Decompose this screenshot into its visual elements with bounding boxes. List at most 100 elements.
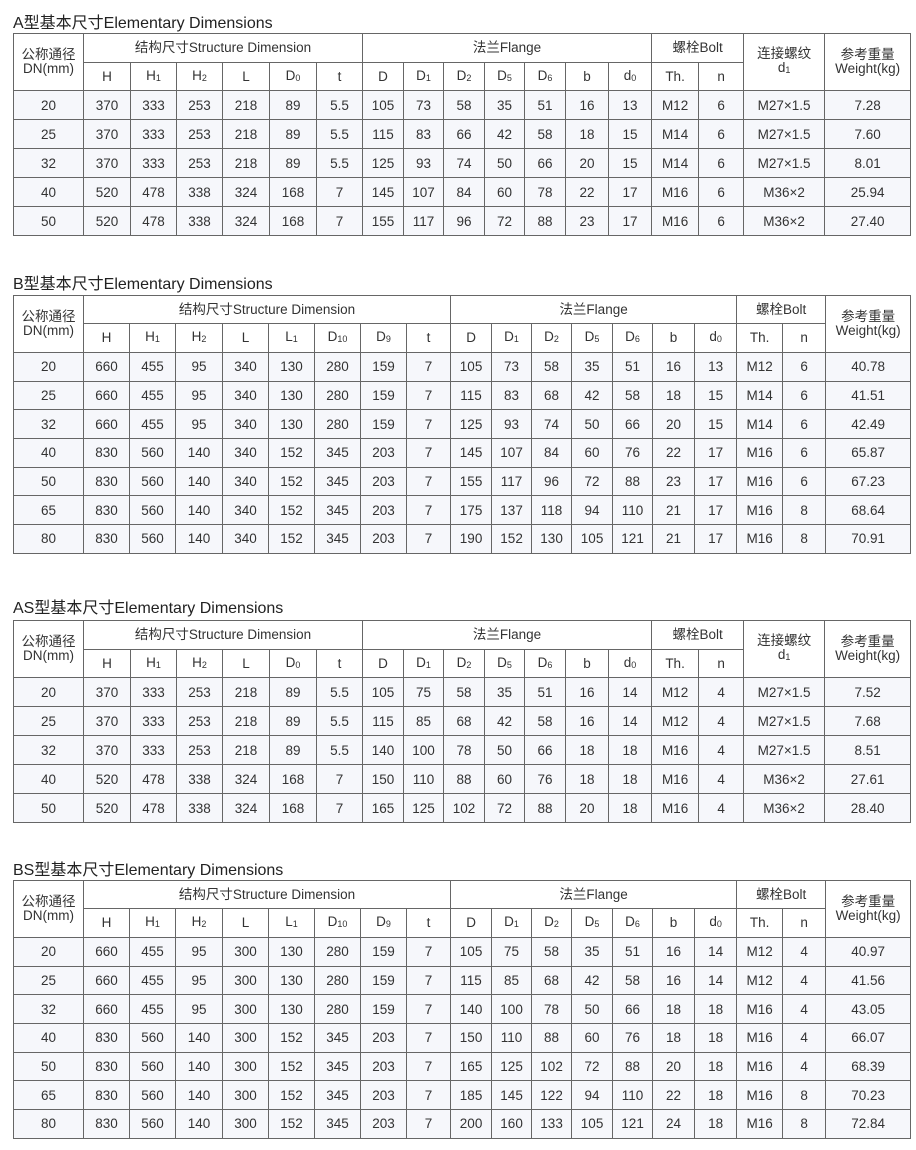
value-cell: 520	[83, 177, 131, 207]
value-cell: 66	[524, 148, 567, 178]
value-cell: 89	[269, 90, 317, 120]
column-header: D10	[314, 908, 361, 938]
value-cell: 660	[83, 937, 130, 967]
value-cell: 107	[491, 438, 533, 468]
value-cell: 7	[405, 524, 452, 554]
value-cell: 560	[129, 438, 176, 468]
dn-cell: 32	[13, 735, 84, 765]
value-cell: 168	[269, 793, 317, 823]
value-cell: 65.87	[825, 438, 912, 468]
value-cell: 121	[612, 1109, 654, 1139]
value-cell: 7	[315, 177, 364, 207]
dn-cell: 25	[13, 380, 84, 411]
value-cell: 4	[698, 735, 745, 765]
value-cell: M14	[651, 148, 700, 178]
value-cell: 60	[484, 177, 526, 207]
value-cell: 16	[652, 937, 696, 967]
value-cell: 105	[362, 90, 405, 120]
value-cell: 18	[565, 735, 610, 765]
subscript: 1	[154, 919, 160, 929]
value-cell: 338	[176, 206, 223, 236]
value-cell: 42	[571, 965, 614, 996]
value-cell: 72	[571, 1051, 614, 1082]
table-row: 65 830 560 140 340 152 345 203 7 175 137 118 94 110 21…	[13, 495, 912, 526]
value-cell: M27×1.5	[743, 119, 826, 149]
value-cell: 115	[450, 380, 493, 411]
value-cell: 22	[652, 438, 696, 468]
value-cell: 333	[130, 90, 177, 120]
value-cell: 130	[268, 937, 315, 967]
value-cell: 455	[129, 352, 176, 382]
value-cell: 333	[130, 119, 177, 149]
dn-cell: 50	[13, 206, 84, 236]
value-cell: M27×1.5	[743, 148, 826, 178]
value-cell: 130	[268, 965, 315, 996]
value-cell: 94	[571, 495, 614, 526]
subscript: 0	[631, 659, 637, 670]
value-cell: 17	[694, 466, 738, 497]
value-cell: 60	[571, 1023, 614, 1053]
value-cell: 18	[652, 994, 696, 1025]
value-cell: 478	[130, 793, 177, 823]
thread-header: 连接螺纹 d1	[743, 620, 826, 678]
value-cell: M16	[736, 495, 784, 526]
value-cell: 345	[314, 1080, 361, 1111]
column-header: D	[450, 908, 493, 938]
value-cell: 830	[83, 466, 130, 497]
column-header: t	[405, 323, 452, 353]
value-cell: 15	[608, 119, 653, 149]
value-cell: 66	[612, 409, 654, 440]
value-cell: 6	[782, 380, 827, 411]
subscript: 0	[631, 72, 637, 83]
value-cell: 560	[129, 1051, 176, 1082]
column-header: L	[222, 649, 270, 678]
value-cell: 88	[524, 206, 567, 236]
value-cell: 203	[360, 495, 407, 526]
column-header: d0	[608, 649, 653, 678]
value-cell: 7	[405, 1109, 452, 1139]
subscript: 1	[513, 919, 519, 929]
subscript: 2	[201, 72, 207, 83]
value-cell: 7	[405, 965, 452, 996]
value-cell: 190	[450, 524, 493, 554]
subscript: 1	[155, 72, 161, 83]
column-header: D6	[612, 323, 654, 353]
value-cell: 152	[268, 438, 315, 468]
value-cell: M16	[736, 1051, 784, 1082]
value-cell: 455	[129, 965, 176, 996]
column-header: H2	[176, 62, 223, 91]
header-line-cn: 公称通径	[21, 309, 76, 324]
column-header: n	[782, 323, 827, 353]
header-line-en: DN(mm)	[23, 61, 74, 76]
table-row: 80 830 560 140 300 152 345 203 7 200 160 133 105 121 2…	[13, 1109, 912, 1139]
group-header: 法兰Flange	[450, 295, 738, 324]
value-cell: 121	[612, 524, 654, 554]
value-cell: 280	[314, 937, 361, 967]
value-cell: 73	[403, 90, 445, 120]
column-header: D	[450, 323, 493, 353]
value-cell: 340	[222, 352, 269, 382]
value-cell: 115	[362, 119, 405, 149]
dn-cell: 80	[13, 524, 84, 554]
table-row: 25 370 333 253 218 89 5.5 115 85 68 42 58 16 14 M12 4 M2…	[13, 706, 912, 736]
value-cell: 185	[450, 1080, 493, 1111]
value-cell: 25.94	[824, 177, 912, 207]
value-cell: 105	[571, 1109, 614, 1139]
column-header: Th.	[736, 323, 784, 353]
table-title: AS型基本尺寸Elementary Dimensions	[13, 600, 284, 617]
column-header: t	[405, 908, 452, 938]
group-header: 螺栓Bolt	[651, 620, 745, 650]
subscript: 5	[506, 659, 512, 670]
value-cell: 73	[491, 352, 533, 382]
value-cell: 830	[83, 1051, 130, 1082]
subscript: 2	[201, 659, 207, 670]
subscript: 1	[155, 659, 161, 670]
value-cell: 100	[491, 994, 533, 1025]
value-cell: 660	[83, 994, 130, 1025]
dn-cell: 40	[13, 438, 84, 468]
value-cell: 340	[222, 380, 269, 411]
value-cell: 340	[222, 524, 269, 554]
value-cell: 27.61	[824, 764, 912, 794]
value-cell: 324	[222, 177, 270, 207]
table-row: 32 660 455 95 300 130 280 159 7 140 100 78 50 66 18 18 M…	[13, 994, 912, 1025]
